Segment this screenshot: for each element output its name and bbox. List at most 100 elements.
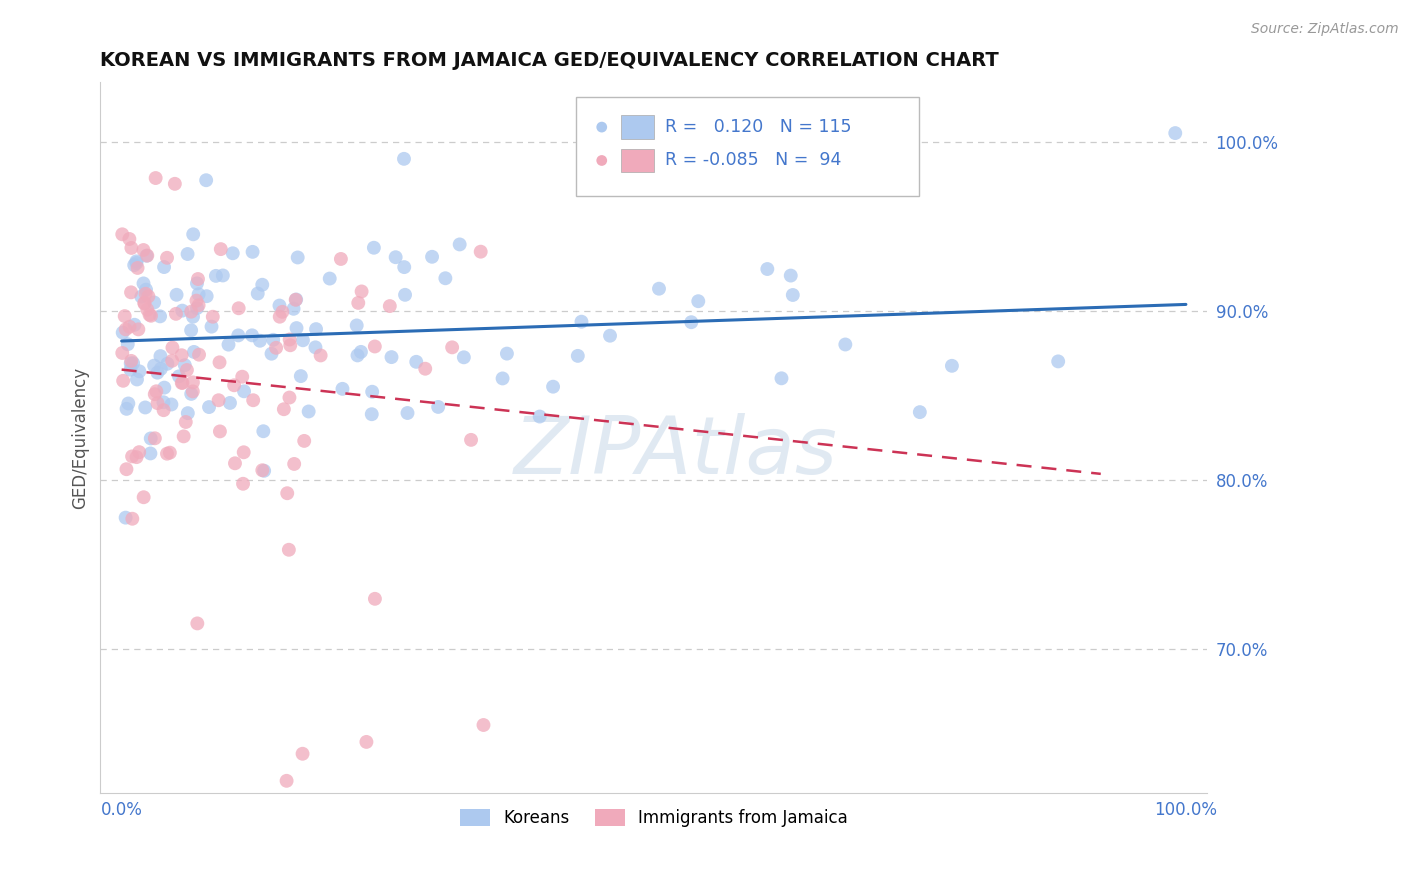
Point [122, 356, 145, 370]
Point [224, 456, 246, 470]
Point [394, 260, 416, 274]
Point [134, 401, 156, 415]
Point [413, 361, 436, 376]
Point [134, 296, 156, 310]
Point [195, 289, 218, 303]
Point [208, 425, 231, 439]
Point [139, 446, 162, 460]
Point [346, 348, 368, 362]
Point [165, 307, 187, 321]
Point [146, 366, 169, 380]
Point [138, 308, 160, 322]
Point [125, 256, 148, 270]
Point [180, 323, 202, 337]
Point [233, 384, 256, 399]
Point [180, 304, 202, 318]
Point [145, 384, 167, 399]
Point [592, 241, 614, 255]
Point [120, 362, 142, 376]
Point [200, 319, 222, 334]
Point [363, 241, 385, 255]
Point [470, 244, 492, 259]
Point [269, 310, 291, 324]
Point [252, 424, 274, 438]
Point [143, 359, 166, 373]
Point [276, 773, 298, 788]
Point [132, 490, 155, 504]
Point [181, 310, 204, 324]
Point [278, 391, 301, 405]
Point [205, 268, 228, 283]
Point [394, 288, 416, 302]
Point [186, 616, 208, 631]
Point [541, 380, 564, 394]
Point [111, 326, 134, 340]
Point [396, 406, 419, 420]
Point [292, 434, 315, 448]
Point [114, 309, 136, 323]
Point [174, 415, 197, 429]
Point [156, 251, 179, 265]
Point [290, 369, 312, 384]
Point [135, 286, 157, 301]
Point [249, 334, 271, 348]
Point [118, 232, 141, 246]
Point [120, 285, 142, 300]
Point [364, 339, 387, 353]
Point [592, 320, 614, 334]
Point [252, 277, 274, 292]
Point [186, 277, 208, 291]
Point [160, 353, 183, 368]
Point [115, 462, 138, 476]
Point [135, 283, 157, 297]
Point [176, 247, 198, 261]
Point [232, 476, 254, 491]
Point [453, 351, 475, 365]
Point [688, 294, 710, 309]
Point [167, 369, 190, 384]
Point [219, 396, 242, 410]
Point [198, 400, 221, 414]
Point [187, 287, 209, 301]
Point [114, 322, 136, 336]
Point [361, 384, 384, 399]
Point [770, 371, 793, 385]
Point [304, 340, 326, 354]
Point [124, 318, 146, 332]
Point [231, 369, 253, 384]
Point [242, 244, 264, 259]
Point [152, 403, 174, 417]
Point [112, 374, 135, 388]
Point [491, 371, 513, 385]
Point [187, 272, 209, 286]
Point [128, 364, 150, 378]
Point [291, 333, 314, 347]
Point [496, 346, 519, 360]
FancyBboxPatch shape [620, 149, 654, 172]
Point [111, 227, 134, 242]
Point [183, 345, 205, 359]
Point [122, 258, 145, 272]
Point [149, 362, 172, 376]
Point [120, 354, 142, 368]
Point [134, 295, 156, 310]
Text: R =   0.120   N = 115: R = 0.120 N = 115 [665, 118, 852, 136]
Point [232, 445, 254, 459]
Point [163, 177, 186, 191]
Point [132, 243, 155, 257]
Point [181, 227, 204, 242]
Point [222, 246, 245, 260]
Point [941, 359, 963, 373]
Point [207, 393, 229, 408]
Point [347, 296, 370, 310]
Text: KOREAN VS IMMIGRANTS FROM JAMAICA GED/EQUIVALENCY CORRELATION CHART: KOREAN VS IMMIGRANTS FROM JAMAICA GED/EQ… [100, 51, 1000, 70]
Point [284, 293, 307, 307]
Point [177, 406, 200, 420]
Point [291, 747, 314, 761]
Point [329, 252, 352, 266]
Point [115, 401, 138, 416]
Point [121, 450, 143, 464]
Point [278, 338, 301, 352]
Point [834, 337, 856, 351]
Point [378, 299, 401, 313]
